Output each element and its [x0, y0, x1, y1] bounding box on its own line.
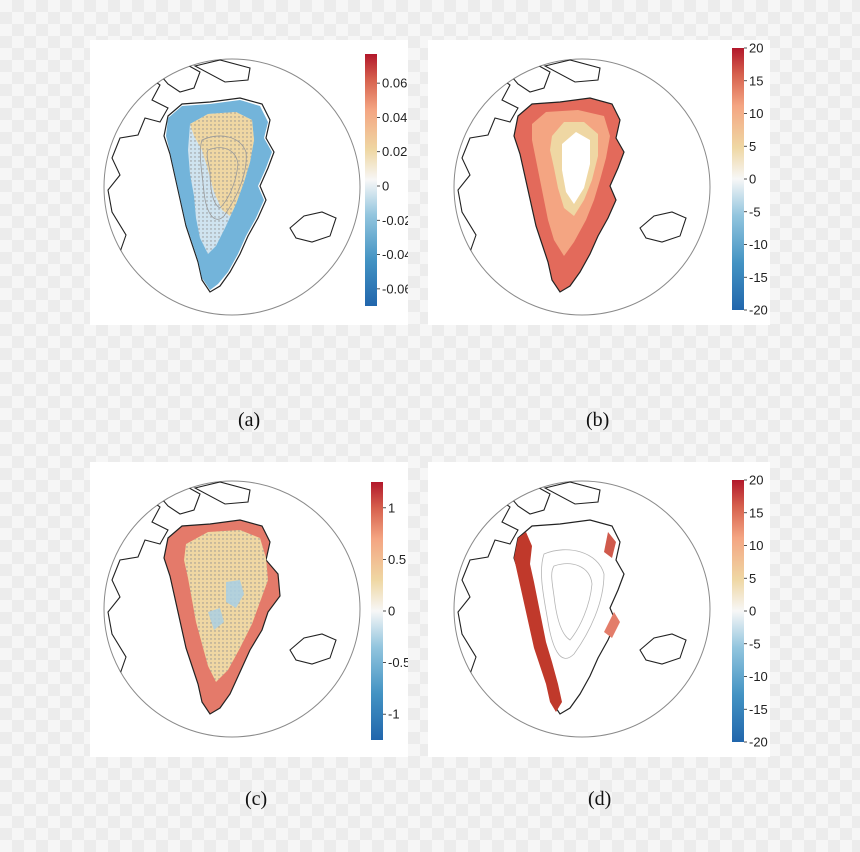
iceland-outline-c — [289, 633, 337, 665]
colorbar-tick-label: 15 — [749, 73, 763, 88]
colorbar-tick-label: -20 — [749, 303, 768, 318]
colorbar-tick-label: 5 — [749, 139, 756, 154]
canada-outline — [104, 73, 169, 253]
canada-outline — [454, 495, 519, 675]
colorbar-tick-label: 0 — [382, 179, 389, 194]
iceland-outline-a — [289, 211, 337, 243]
colorbar-tick-label: -0.06 — [382, 281, 408, 296]
colorbar-tick-label: -5 — [749, 204, 761, 219]
field-lightblue-patch2-c — [208, 608, 224, 630]
field-red-east2-d — [604, 612, 620, 638]
colorbar-tick-label: 5 — [749, 571, 756, 586]
colorbar-tick-label: 10 — [749, 538, 763, 553]
colorbar-tick-label: -0.02 — [382, 213, 408, 228]
caption-d: (d) — [588, 788, 612, 810]
field-stipple-c — [184, 530, 268, 682]
colorbar-tick-label: 0 — [749, 172, 756, 187]
caption-c: (c) — [245, 788, 268, 810]
colorbar-c — [371, 482, 383, 740]
panel-d: 20 15 10 5 0 -5 -10 -15 -20 — [428, 462, 770, 757]
north-coast-outline — [543, 481, 601, 505]
colorbar-tick-label: 0.5 — [388, 552, 406, 567]
colorbar-tick-label: 0 — [388, 604, 395, 619]
canada-outline — [104, 495, 169, 675]
field-red-east-d — [604, 532, 616, 558]
colorbar-d — [732, 480, 744, 742]
canada-outline — [454, 73, 519, 253]
contour-2-d — [551, 563, 593, 641]
colorbar-tick-label: 0.04 — [382, 110, 407, 125]
colorbar-tick-label: -0.04 — [382, 247, 408, 262]
north-coast-outline — [543, 59, 601, 83]
colorbar-tick-label: 20 — [749, 473, 763, 488]
colorbar-tick-label: -15 — [749, 270, 768, 285]
field-lightblue-patch-c — [226, 580, 244, 608]
colorbar-tick-label: 10 — [749, 106, 763, 121]
colorbar-tick-label: 15 — [749, 505, 763, 520]
panel-b: 20 15 10 5 0 -5 -10 -15 -20 — [428, 40, 770, 325]
north-coast-outline — [193, 481, 251, 505]
iceland-outline-d — [639, 633, 687, 665]
field-stipple-a — [188, 112, 254, 254]
caption-a: (a) — [238, 409, 261, 431]
panel-c-svg: 1 0.5 0 -0.5 -1 — [103, 480, 408, 740]
contour-1-a — [199, 135, 247, 220]
iceland-outline-b — [639, 211, 687, 243]
colorbar-tick-label: -20 — [749, 735, 768, 750]
colorbar-tick-label: 20 — [749, 41, 763, 56]
colorbar-a — [365, 54, 377, 306]
panel-c: 1 0.5 0 -0.5 -1 — [90, 462, 408, 757]
colorbar-tick-label: -0.5 — [388, 655, 408, 670]
caption-b: (b) — [586, 409, 610, 431]
panel-b-svg: 20 15 10 5 0 -5 -10 -15 -20 — [453, 41, 768, 318]
colorbar-b — [732, 48, 744, 310]
colorbar-tick-label: 0.02 — [382, 144, 407, 159]
colorbar-tick-label: -1 — [388, 707, 400, 722]
north-coast-outline — [193, 59, 251, 83]
colorbar-tick-label: 0 — [749, 604, 756, 619]
colorbar-tick-label: -5 — [749, 636, 761, 651]
colorbar-tick-label: 0.06 — [382, 76, 407, 91]
field-white-interior-b — [562, 132, 590, 204]
panel-d-svg: 20 15 10 5 0 -5 -10 -15 -20 — [453, 473, 768, 750]
colorbar-tick-label: 1 — [388, 500, 395, 515]
contour-2-a — [206, 147, 239, 209]
colorbar-tick-label: -10 — [749, 669, 768, 684]
panel-a-svg: 0.06 0.04 0.02 0 -0.02 -0.04 -0.06 — [103, 54, 408, 316]
colorbar-tick-label: -15 — [749, 702, 768, 717]
field-darkred-west-d — [514, 532, 562, 712]
contour-1-d — [541, 549, 605, 659]
panel-a: 0.06 0.04 0.02 0 -0.02 -0.04 -0.06 — [90, 40, 408, 325]
colorbar-tick-label: -10 — [749, 237, 768, 252]
